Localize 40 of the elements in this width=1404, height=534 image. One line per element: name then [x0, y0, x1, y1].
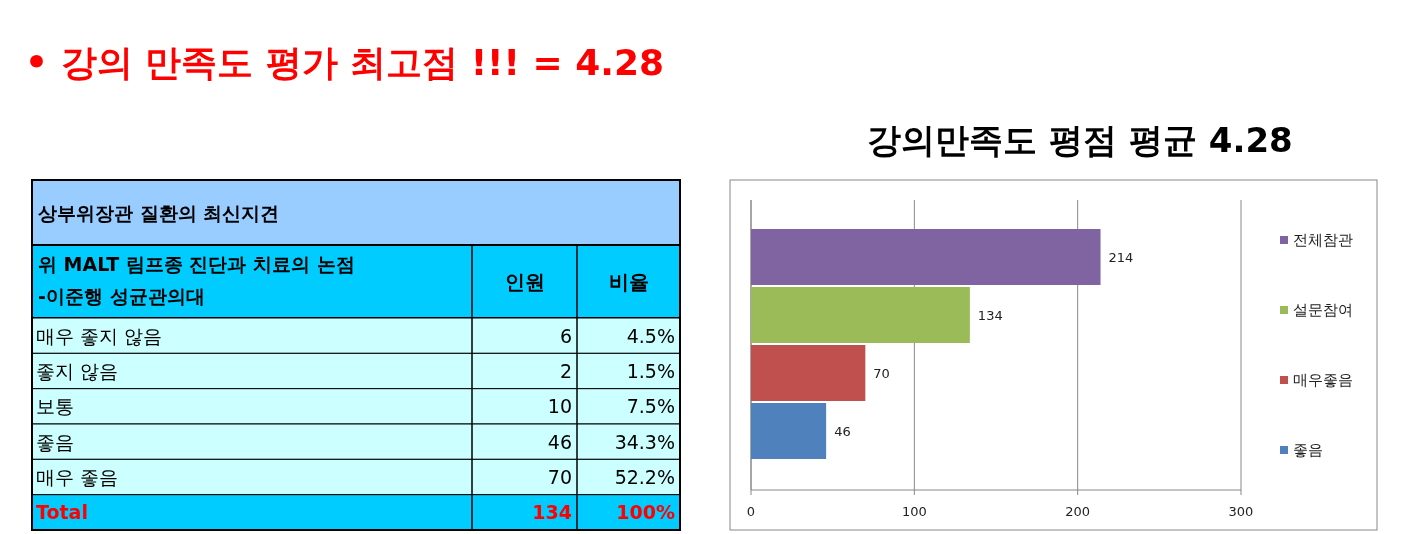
- text: • 강의 만족도 평가 최고점 !!! = 4.28: [25, 42, 664, 83]
- chart-title: 강의만족도 평점 평균 4.28: [867, 120, 1293, 160]
- text: 상부위장관 질환의 최신지견: [38, 201, 280, 224]
- legend-label: 좋음: [1293, 441, 1323, 459]
- category-label: 비율: [608, 269, 649, 294]
- x-tick-label: 0: [746, 504, 756, 519]
- bar: [751, 403, 827, 459]
- text: 위 MALT 림프종 진단과 치료의 논점 -이준행 성균관의대: [38, 253, 355, 307]
- category-label: 보통: [36, 395, 74, 418]
- bar: [751, 287, 970, 343]
- text: 2: [559, 360, 572, 382]
- text: 70: [547, 466, 572, 488]
- text: 46: [547, 430, 572, 453]
- text: 1.5%: [626, 360, 675, 382]
- data-label: 70: [873, 366, 890, 381]
- text: 34.3%: [614, 430, 675, 453]
- x-tick-label: 200: [1065, 504, 1091, 519]
- category-label: 좋지 않음: [36, 360, 119, 382]
- bar: [751, 345, 866, 401]
- category-label: 좋음: [36, 430, 74, 453]
- text: 4.5%: [626, 324, 675, 347]
- category-label: 매우 좋지 않음: [36, 324, 163, 347]
- text: 100%: [616, 501, 675, 524]
- legend-label: 설문참여: [1293, 301, 1353, 319]
- x-tick-label: 300: [1228, 504, 1254, 519]
- text: 7.5%: [626, 395, 675, 418]
- text: 6: [559, 324, 572, 347]
- category-label: Total: [36, 501, 88, 524]
- bar: [751, 229, 1101, 285]
- legend-label: 매우좋음: [1293, 371, 1353, 389]
- category-label: 매우 좋음: [36, 466, 119, 488]
- text: 134: [532, 501, 572, 524]
- text: 10: [547, 395, 572, 418]
- x-tick-label: 100: [901, 504, 927, 519]
- data-label: 46: [834, 424, 851, 439]
- data-label: 134: [977, 308, 1003, 323]
- text: 52.2%: [614, 466, 675, 488]
- data-label: 214: [1108, 250, 1134, 265]
- legend-label: 전체참관: [1293, 231, 1353, 249]
- category-label: 인원: [504, 269, 545, 294]
